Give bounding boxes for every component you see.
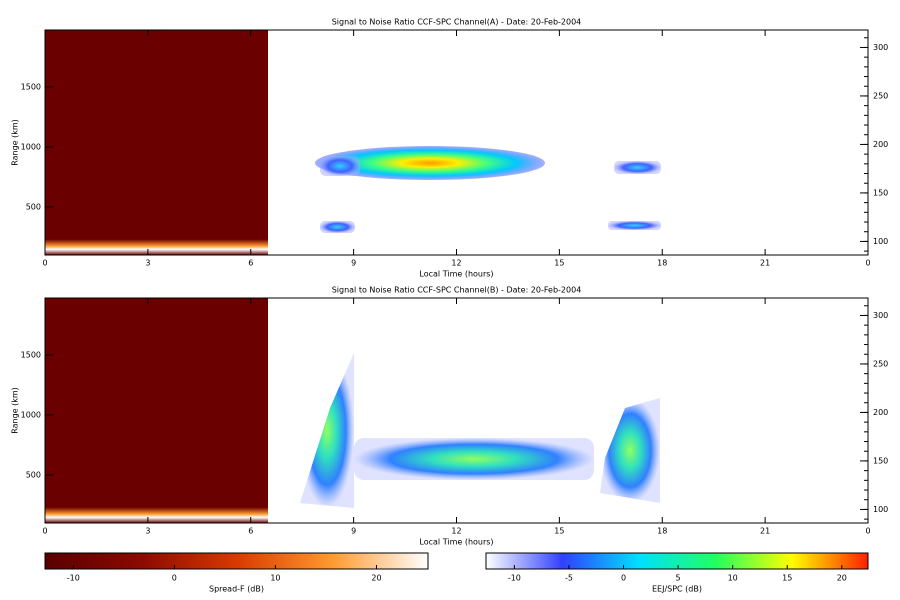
spread-f-block: [45, 298, 268, 523]
x-tick-label: 0: [865, 259, 870, 268]
colorbar-tick-label: 10: [728, 574, 738, 583]
panel-a-image: [45, 30, 661, 255]
spread-f-block: [45, 30, 268, 255]
colorbar-tick-label: -5: [565, 574, 573, 583]
y-tick-label: 1000: [21, 143, 41, 152]
panel-b-image: [45, 298, 660, 523]
colorbar-tick-label: 20: [371, 574, 381, 583]
colorbar-tick-label: 0: [621, 574, 626, 583]
y2-tick-label: 250: [873, 91, 888, 100]
colorbar-tick-label: -10: [67, 574, 80, 583]
echo-region: [354, 438, 594, 480]
echo-region: [320, 156, 360, 176]
x-tick-label: 9: [351, 259, 356, 268]
echo-region: [315, 146, 545, 180]
x-tick-label: 21: [760, 527, 770, 536]
y2-tick-label: 100: [873, 237, 888, 246]
echo-region: [600, 398, 660, 503]
x-tick-label: 21: [760, 259, 770, 268]
echo-region: [320, 221, 355, 233]
y-tick-label: 1500: [21, 83, 41, 92]
x-tick-label: 15: [554, 527, 564, 536]
y-tick-label: 1000: [21, 411, 41, 420]
colorbar-tick-label: 0: [172, 574, 177, 583]
y2-tick-label: 150: [873, 456, 888, 465]
x-tick-label: 9: [351, 527, 356, 536]
colorbar-label: EEJ/SPC (dB): [652, 585, 702, 594]
x-tick-label: 12: [451, 527, 461, 536]
colorbar-tick-label: 20: [837, 574, 847, 583]
panel-title: Signal to Noise Ratio CCF-SPC Channel(B)…: [332, 286, 582, 295]
x-axis-label: Local Time (hours): [419, 538, 493, 547]
colorbar: [44, 552, 429, 570]
y2-tick-label: 250: [873, 359, 888, 368]
colorbar-tick-label: 10: [270, 574, 280, 583]
colorbar-tick-label: -10: [508, 574, 521, 583]
y2-tick-label: 150: [873, 188, 888, 197]
colorbar: [485, 552, 869, 570]
x-tick-label: 18: [657, 259, 667, 268]
x-tick-label: 0: [865, 527, 870, 536]
colorbar-tick-label: 5: [676, 574, 681, 583]
x-tick-label: 6: [248, 527, 253, 536]
x-tick-label: 0: [42, 527, 47, 536]
echo-region: [300, 353, 354, 508]
y-tick-label: 500: [26, 203, 41, 212]
panel-title: Signal to Noise Ratio CCF-SPC Channel(A)…: [332, 18, 582, 27]
x-tick-label: 12: [451, 259, 461, 268]
x-tick-label: 0: [42, 259, 47, 268]
echo-region: [608, 221, 661, 230]
x-tick-label: 15: [554, 259, 564, 268]
y2-tick-label: 200: [873, 140, 888, 149]
colorbar-label: Spread-F (dB): [209, 585, 264, 594]
colorbar-tick-label: 15: [782, 574, 792, 583]
y2-tick-label: 200: [873, 408, 888, 417]
y-axis-label: Range (km): [11, 387, 20, 434]
x-tick-label: 18: [657, 527, 667, 536]
x-tick-label: 6: [248, 259, 253, 268]
y-tick-label: 1500: [21, 351, 41, 360]
x-tick-label: 3: [145, 259, 150, 268]
y2-tick-label: 300: [873, 311, 888, 320]
echo-region: [614, 161, 661, 174]
y2-tick-label: 300: [873, 43, 888, 52]
x-tick-label: 3: [145, 527, 150, 536]
y-tick-label: 500: [26, 471, 41, 480]
y-axis-label: Range (km): [11, 119, 20, 166]
y2-tick-label: 100: [873, 505, 888, 514]
x-axis-label: Local Time (hours): [419, 270, 493, 279]
